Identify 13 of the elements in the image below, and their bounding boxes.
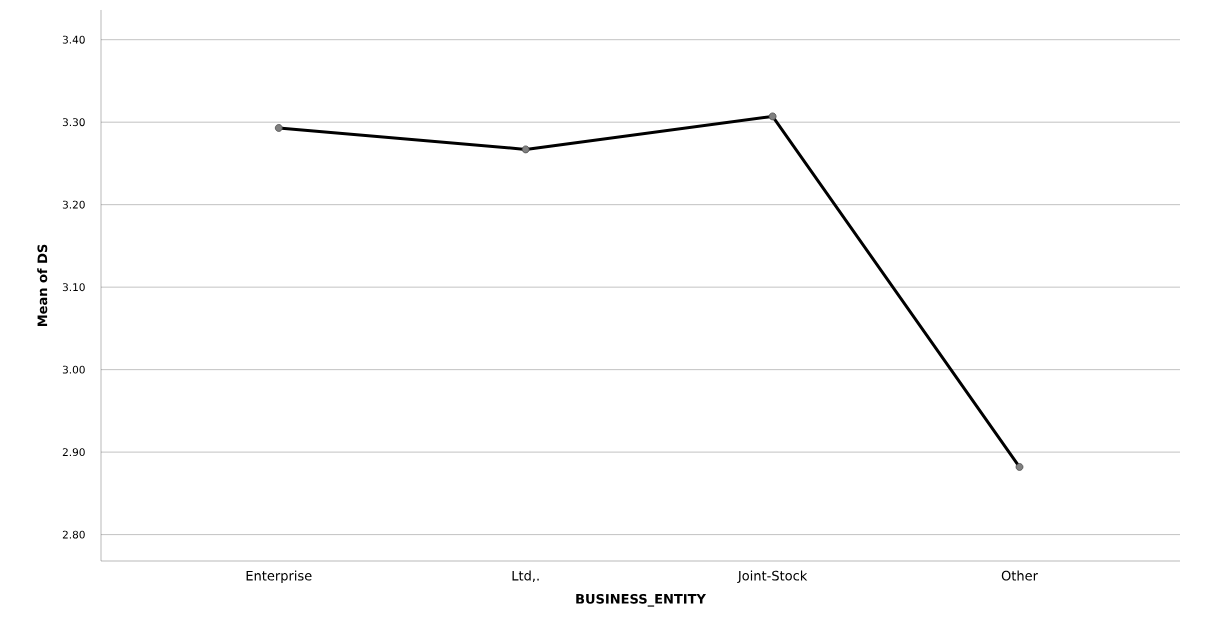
y-axis-title: Mean of DS [37,244,48,327]
y-tick-label: 3.20 [62,200,85,209]
y-tick-label: 3.10 [62,283,85,292]
y-tick-label: 2.90 [62,448,85,457]
x-tick-label: Enterprise [246,570,312,584]
x-axis-title: BUSINESS_ENTITY [576,593,707,607]
y-tick-label: 2.80 [62,530,85,539]
x-tick-label: Joint-Stock [737,570,808,584]
y-tick-label: 3.30 [62,118,85,127]
y-tick-label: 3.00 [62,365,85,374]
x-tick-label: Other [1001,570,1038,581]
y-tick-label: 3.40 [62,35,85,44]
x-tick-label: Ltd,. [512,570,539,582]
